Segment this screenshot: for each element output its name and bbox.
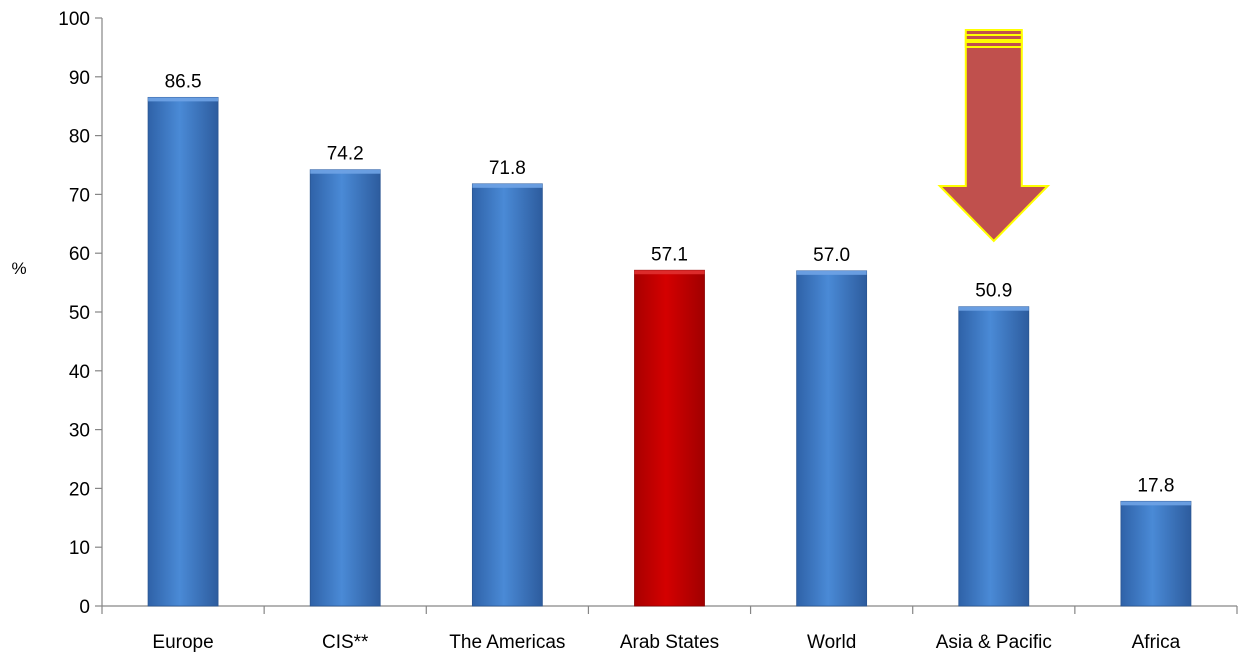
y-tick-label: 30: [69, 421, 90, 442]
y-tick-label: 50: [69, 303, 90, 324]
axes: 0 10 20 30 40 50 60 70 80 90 100%: [11, 9, 1238, 618]
arrow-stripe: [964, 41, 1023, 48]
category-label: CIS**: [322, 632, 369, 653]
data-label: 57.0: [813, 245, 850, 266]
data-label: 50.9: [975, 281, 1012, 302]
y-tick-label: 10: [69, 538, 90, 559]
y-tick-label: 80: [69, 127, 90, 148]
data-label: 71.8: [489, 158, 526, 179]
y-tick-label: 60: [69, 244, 90, 265]
y-tick-label: 90: [69, 68, 90, 89]
labels: 86.5 Europe 74.2 CIS** 71.8 The Americas 57.1 A…: [152, 71, 1180, 653]
bar-asia-pacific: [958, 306, 1030, 607]
bar-bevel: [310, 169, 381, 174]
category-label: Arab States: [620, 632, 719, 653]
bars: [147, 96, 1192, 607]
bar-bevel: [148, 97, 219, 102]
bar-bevel: [796, 270, 867, 275]
y-tick-label: 40: [69, 362, 90, 383]
data-label: 86.5: [165, 71, 202, 92]
arrow-stripe: [964, 34, 1023, 41]
y-tick-label: 70: [69, 185, 90, 206]
bar-africa: [1120, 500, 1192, 607]
y-tick-label: 100: [58, 9, 90, 30]
category-label: Asia & Pacific: [936, 632, 1052, 653]
category-label: World: [807, 632, 856, 653]
y-tick-label: 0: [79, 597, 90, 618]
bar-cis: [309, 169, 381, 607]
bar-bevel: [958, 306, 1029, 311]
y-axis-title: %: [11, 259, 26, 278]
data-label: 57.1: [651, 244, 688, 265]
category-label: Europe: [152, 632, 213, 653]
bar-world: [796, 270, 868, 607]
bar-bevel: [634, 270, 705, 275]
down-arrow-icon: [937, 29, 1051, 243]
data-label: 74.2: [327, 144, 364, 165]
category-label: Africa: [1132, 632, 1181, 653]
bar-bevel: [1120, 501, 1191, 506]
bar-europe: [147, 96, 219, 607]
data-label: 17.8: [1137, 475, 1174, 496]
y-tick-label: 20: [69, 479, 90, 500]
bar-the-americas: [471, 183, 543, 607]
category-label: The Americas: [449, 632, 565, 653]
bar-arab-states: [634, 269, 705, 607]
bar-bevel: [472, 183, 543, 188]
annotation: [937, 29, 1051, 243]
